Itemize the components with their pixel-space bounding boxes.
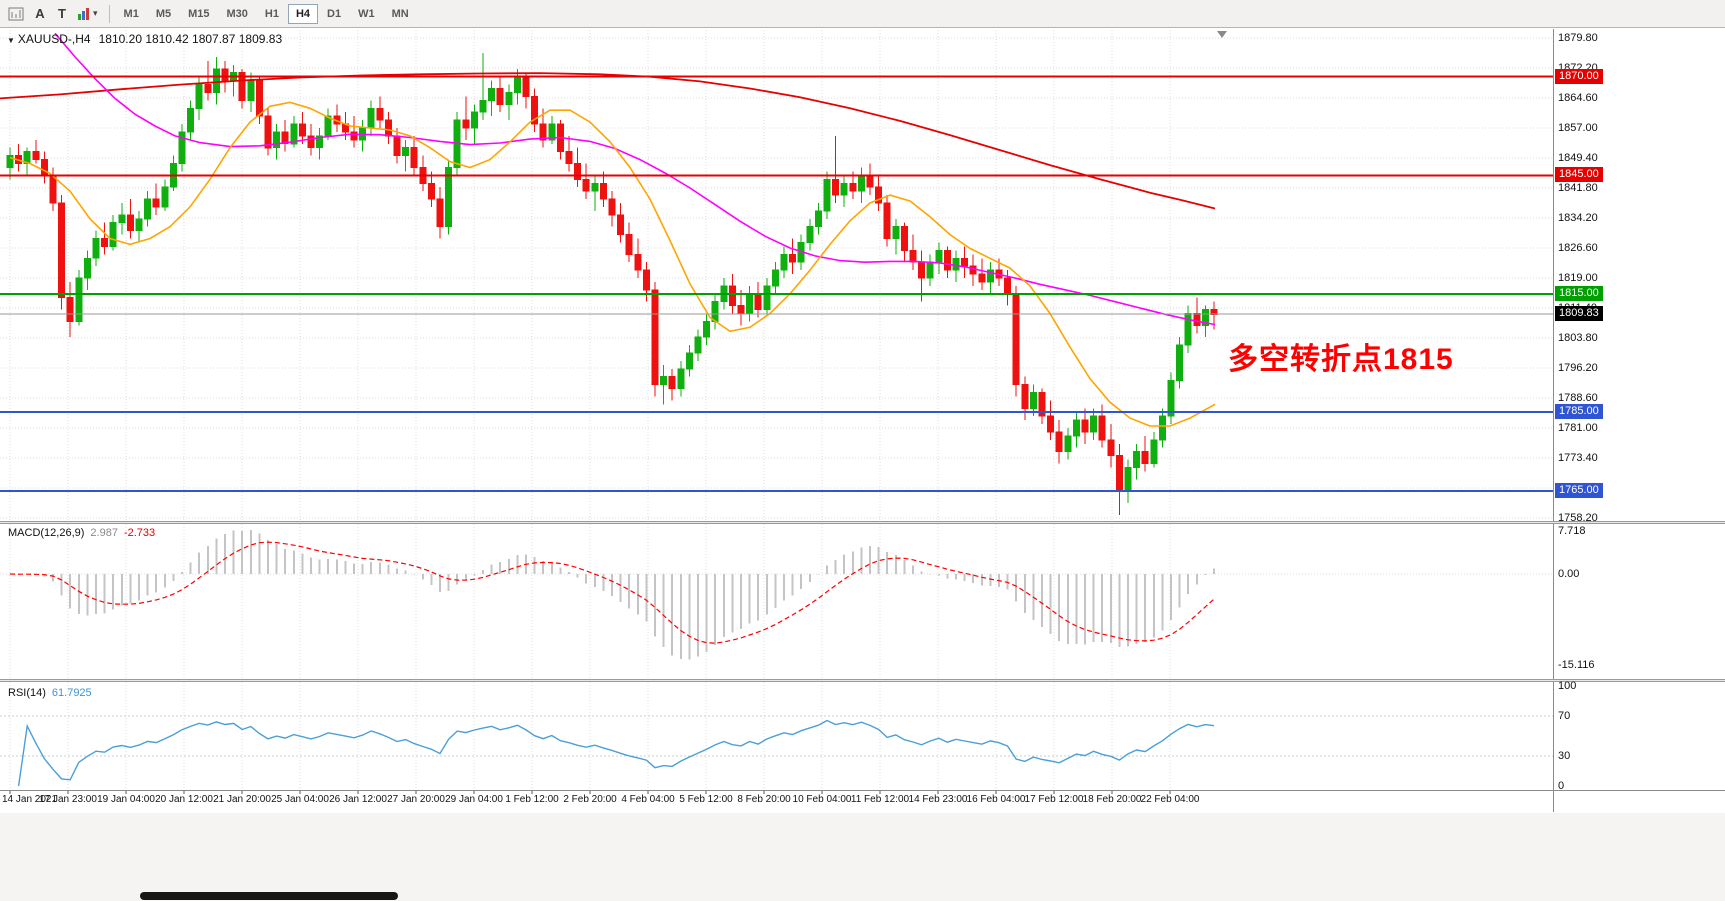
timeframe-button-w1[interactable]: W1 (350, 4, 383, 24)
arrow-tool-button[interactable]: A (29, 3, 51, 25)
bottom-empty-area (0, 813, 1725, 901)
rsi-line (17, 719, 1215, 787)
timeframe-button-m15[interactable]: M15 (180, 4, 217, 24)
timeframe-button-d1[interactable]: D1 (319, 4, 349, 24)
timeframe-button-mn[interactable]: MN (384, 4, 417, 24)
drawing-tools-icon[interactable]: ▾ (73, 3, 101, 25)
timeframe-button-h1[interactable]: H1 (257, 4, 287, 24)
ma-mid-magenta (54, 32, 1216, 326)
main-macd-splitter[interactable] (0, 521, 1725, 524)
chevron-down-icon: ▾ (93, 8, 98, 18)
chart-window-icon[interactable] (5, 3, 27, 25)
toolbar: A T ▾ M1 M5 M15 M30 H1 H4 D1 W1 MN (0, 0, 1725, 28)
macd-rsi-splitter[interactable] (0, 679, 1725, 682)
time-axis-border (0, 790, 1725, 791)
taskbar-fragment (140, 892, 398, 900)
macd-signal-line (9, 541, 1215, 644)
text-tool-button[interactable]: T (51, 3, 73, 25)
timeframe-button-m5[interactable]: M5 (148, 4, 179, 24)
macd-histogram (17, 530, 1215, 660)
timeframe-toolbar: M1 M5 M15 M30 H1 H4 D1 W1 MN (116, 3, 418, 24)
timeframe-button-m30[interactable]: M30 (219, 4, 256, 24)
timeframe-button-h4[interactable]: H4 (287, 3, 319, 24)
ma-fast-orange (9, 101, 1216, 427)
ma-slow-red (0, 72, 1216, 210)
price-axis-border (1553, 29, 1554, 812)
toolbar-separator (108, 4, 110, 23)
timeframe-button-m1[interactable]: M1 (116, 4, 147, 24)
